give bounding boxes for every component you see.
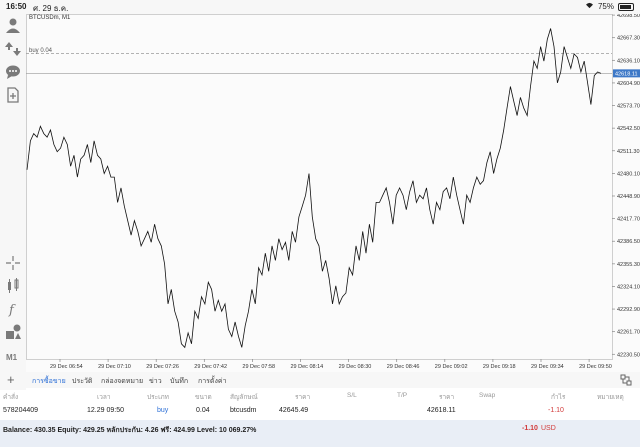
chart-symbol-title: BTCUSDm, M1 xyxy=(29,15,71,21)
header-symbol: สัญลักษณ์ xyxy=(230,394,258,401)
y-tick-label: 42667.30 xyxy=(617,36,640,42)
x-tick-label: 29 Dec 07:58 xyxy=(242,364,275,370)
status-bar: 16:50 ศ. 29 ธ.ค. 75% xyxy=(0,0,640,14)
timeframe-label[interactable]: M1 xyxy=(6,353,18,362)
header-price-current: ราคา xyxy=(439,394,455,401)
plot-border xyxy=(26,14,613,360)
tab-settings[interactable]: การตั้งค่า xyxy=(198,378,227,385)
battery-fill xyxy=(620,4,631,9)
objects-icon[interactable] xyxy=(4,323,22,341)
row-profit: -1.10 xyxy=(548,407,564,414)
y-tick-label: 42324.10 xyxy=(617,284,640,290)
status-time: 16:50 xyxy=(6,2,27,11)
chart-area[interactable]: 42698.50 42667.30 42636.10 42604.90 42573.70… xyxy=(26,14,640,372)
bottom-tabs: + การซื้อขาย ประวัติ กล่องจดหมาย ข่าว บั… xyxy=(0,372,640,388)
y-tick-label: 42573.70 xyxy=(617,104,640,110)
header-note: หมายเหตุ xyxy=(597,394,624,401)
row-symbol: btcusdm xyxy=(230,407,257,414)
add-icon[interactable]: + xyxy=(7,372,15,387)
battery-icon xyxy=(618,2,634,11)
x-tick-label: 29 Dec 09:50 xyxy=(579,364,612,370)
status-date: ศ. 29 ธ.ค. xyxy=(33,4,69,13)
x-tick-label: 29 Dec 09:18 xyxy=(483,364,516,370)
tab-trade[interactable]: การซื้อขาย xyxy=(32,378,66,385)
row-price-open: 42645.49 xyxy=(279,407,309,414)
tab-mailbox[interactable]: กล่องจดหมาย xyxy=(101,378,144,385)
x-tick-label: 29 Dec 07:42 xyxy=(194,364,227,370)
svg-text:f: f xyxy=(8,303,16,317)
balance-profit: -1.10 xyxy=(522,425,538,432)
y-tick-label: 42292.90 xyxy=(617,307,640,313)
x-tick-label: 29 Dec 07:10 xyxy=(98,364,131,370)
tab-journal[interactable]: บันทึก xyxy=(170,378,189,385)
chat-icon[interactable] xyxy=(4,63,22,81)
current-price-tag-label: 42618.11 xyxy=(615,71,638,77)
tab-news[interactable]: ข่าว xyxy=(149,378,162,385)
orders-table-header: คำสั่ง เวลา ประเภท ขนาด สัญลักษณ์ ราคา S… xyxy=(0,390,640,404)
header-tp: T/P xyxy=(397,392,408,399)
row-size: 0.04 xyxy=(196,407,210,414)
y-tick-label: 42448.90 xyxy=(617,194,640,200)
x-tick-label: 29 Dec 07:26 xyxy=(146,364,179,370)
balance-currency: USD xyxy=(541,425,556,432)
header-type: ประเภท xyxy=(147,394,169,401)
x-tick-label: 29 Dec 08:30 xyxy=(339,364,372,370)
price-line xyxy=(26,28,602,349)
y-tick-label: 42261.70 xyxy=(617,330,640,336)
x-tick-label: 29 Dec 09:34 xyxy=(531,364,564,370)
row-price-current: 42618.11 xyxy=(427,407,456,414)
header-swap: Swap xyxy=(479,392,496,399)
y-tick-label: 42511.30 xyxy=(617,149,640,155)
panel-toggle-icon[interactable] xyxy=(620,374,632,386)
y-tick-label: 42480.10 xyxy=(617,171,640,177)
indicator-icon[interactable] xyxy=(4,277,22,295)
x-tick-label: 29 Dec 08:14 xyxy=(291,364,324,370)
balance-summary: Balance: 430.35 Equity: 429.25 หลักประกั… xyxy=(3,427,257,434)
y-tick-label: 42698.50 xyxy=(617,14,640,19)
x-tick-label: 29 Dec 08:46 xyxy=(387,364,420,370)
buy-order-label: buy 0.04 xyxy=(29,48,53,54)
header-profit: กำไร xyxy=(551,394,566,401)
function-icon[interactable]: f xyxy=(4,300,22,318)
table-row[interactable]: 578204409 12.29 09:50 buy 0.04 btcusdm 4… xyxy=(0,405,640,419)
header-sl: S/L xyxy=(347,392,357,399)
x-tick-label: 29 Dec 09:02 xyxy=(435,364,468,370)
row-time: 12.29 09:50 xyxy=(87,407,124,414)
status-right: 75% xyxy=(585,2,634,11)
y-tick-label: 42604.90 xyxy=(617,81,640,87)
left-toolbar: f M1 xyxy=(0,14,26,390)
add-document-icon[interactable] xyxy=(4,86,22,104)
x-tick-label: 29 Dec 06:54 xyxy=(50,364,83,370)
y-tick-label: 42417.70 xyxy=(617,217,640,223)
battery-percent: 75% xyxy=(597,2,614,11)
header-size: ขนาด xyxy=(195,394,212,401)
row-order: 578204409 xyxy=(3,407,39,414)
tab-history[interactable]: ประวัติ xyxy=(72,378,93,385)
y-tick-label: 42636.10 xyxy=(617,58,640,64)
account-icon[interactable] xyxy=(4,16,22,34)
y-tick-label: 42542.50 xyxy=(617,126,640,132)
header-time: เวลา xyxy=(97,394,111,401)
price-chart[interactable]: 42698.50 42667.30 42636.10 42604.90 42573.70… xyxy=(26,14,640,372)
trade-icon[interactable] xyxy=(4,40,22,58)
header-order: คำสั่ง xyxy=(3,394,19,401)
crosshair-icon[interactable] xyxy=(4,254,22,272)
y-tick-label: 42386.50 xyxy=(617,239,640,245)
current-price-tag xyxy=(613,69,640,78)
y-tick-label: 42355.30 xyxy=(617,262,640,268)
balance-bar: Balance: 430.35 Equity: 429.25 หลักประกั… xyxy=(0,420,640,447)
row-type: buy xyxy=(157,407,169,414)
wifi-icon xyxy=(585,2,594,11)
header-price-open: ราคา xyxy=(295,394,311,401)
y-tick-label: 42230.50 xyxy=(617,352,640,358)
